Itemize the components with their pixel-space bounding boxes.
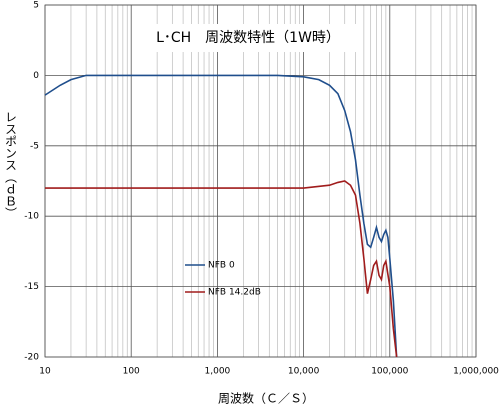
y-tick-label: -20 <box>24 353 39 363</box>
title-box <box>140 24 356 52</box>
y-tick-label: 5 <box>33 1 39 11</box>
x-tick-label: 1,000 <box>205 367 231 377</box>
y-tick-label: -15 <box>24 282 39 292</box>
x-tick-label: 10 <box>39 367 51 377</box>
x-tick-label: 10,000 <box>288 367 320 377</box>
y-tick-label: 0 <box>33 71 39 81</box>
grid <box>44 4 477 358</box>
legend-label: NFB 14.2dB <box>208 288 261 298</box>
y-tick-label: -10 <box>24 212 39 222</box>
x-tick-label: 100,000 <box>371 367 408 377</box>
y-tick-label: -5 <box>30 141 39 151</box>
x-tick-label: 100 <box>123 367 140 377</box>
legend-label: NFB 0 <box>208 261 235 271</box>
y-axis-label: レスポンス（ｄＢ） <box>4 111 18 219</box>
x-tick-label: 1,000,000 <box>453 367 499 377</box>
series-line <box>44 74 398 358</box>
series-line <box>45 180 398 358</box>
chart-title: L･CH 周波数特性（1W時） <box>156 30 340 46</box>
x-axis-label: 周波数（Ｃ／Ｓ） <box>218 391 314 406</box>
plot-frame <box>44 4 477 358</box>
